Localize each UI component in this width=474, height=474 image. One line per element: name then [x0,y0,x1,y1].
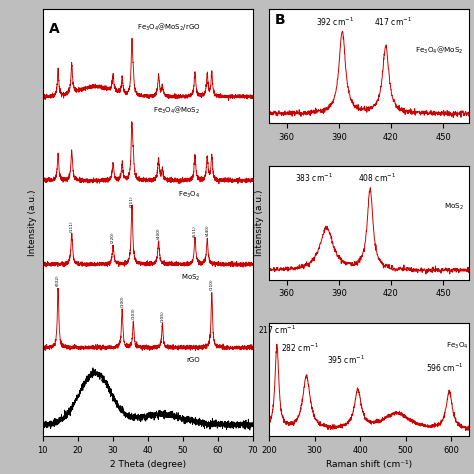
Text: (511): (511) [193,225,197,237]
Text: MoS$_2$: MoS$_2$ [444,202,464,212]
Text: (002): (002) [56,275,60,286]
Text: 596 cm$^{-1}$: 596 cm$^{-1}$ [426,362,464,374]
Text: MoS$_2$: MoS$_2$ [181,273,200,283]
Text: (111): (111) [70,220,74,231]
Text: Fe$_3$O$_4$: Fe$_3$O$_4$ [446,341,468,351]
Y-axis label: Intensity (a.u.): Intensity (a.u.) [255,190,264,256]
Text: Fe$_3$O$_4$@MoS$_2$/rGO: Fe$_3$O$_4$@MoS$_2$/rGO [137,22,200,33]
Text: A: A [49,22,60,36]
Y-axis label: Intensity (a.u.): Intensity (a.u.) [28,190,37,256]
Text: (220): (220) [111,231,115,243]
Text: (311): (311) [130,195,134,207]
Text: rGO: rGO [187,356,200,363]
Text: B: B [275,13,286,27]
Text: (400): (400) [156,227,161,238]
Text: 395 cm$^{-1}$: 395 cm$^{-1}$ [327,354,365,366]
Text: (110): (110) [210,279,214,290]
X-axis label: 2 Theta (degree): 2 Theta (degree) [109,460,186,469]
Text: 408 cm$^{-1}$: 408 cm$^{-1}$ [358,172,396,184]
Text: Fe$_3$O$_4$@MoS$_2$: Fe$_3$O$_4$@MoS$_2$ [415,45,464,56]
Text: Fe$_3$O$_4$: Fe$_3$O$_4$ [178,190,200,200]
Text: (105): (105) [160,310,164,322]
Text: 217 cm$^{-1}$: 217 cm$^{-1}$ [258,323,296,336]
Text: 282 cm$^{-1}$: 282 cm$^{-1}$ [281,342,319,354]
Text: Fe$_3$O$_4$@MoS$_2$: Fe$_3$O$_4$@MoS$_2$ [153,105,200,116]
Text: 392 cm$^{-1}$: 392 cm$^{-1}$ [316,16,354,28]
X-axis label: Raman shift (cm⁻¹): Raman shift (cm⁻¹) [326,460,412,469]
Text: (440): (440) [205,224,209,236]
Text: (100): (100) [120,295,124,307]
Text: 383 cm$^{-1}$: 383 cm$^{-1}$ [295,172,333,184]
Text: (103): (103) [131,307,136,319]
Text: 417 cm$^{-1}$: 417 cm$^{-1}$ [374,16,412,28]
